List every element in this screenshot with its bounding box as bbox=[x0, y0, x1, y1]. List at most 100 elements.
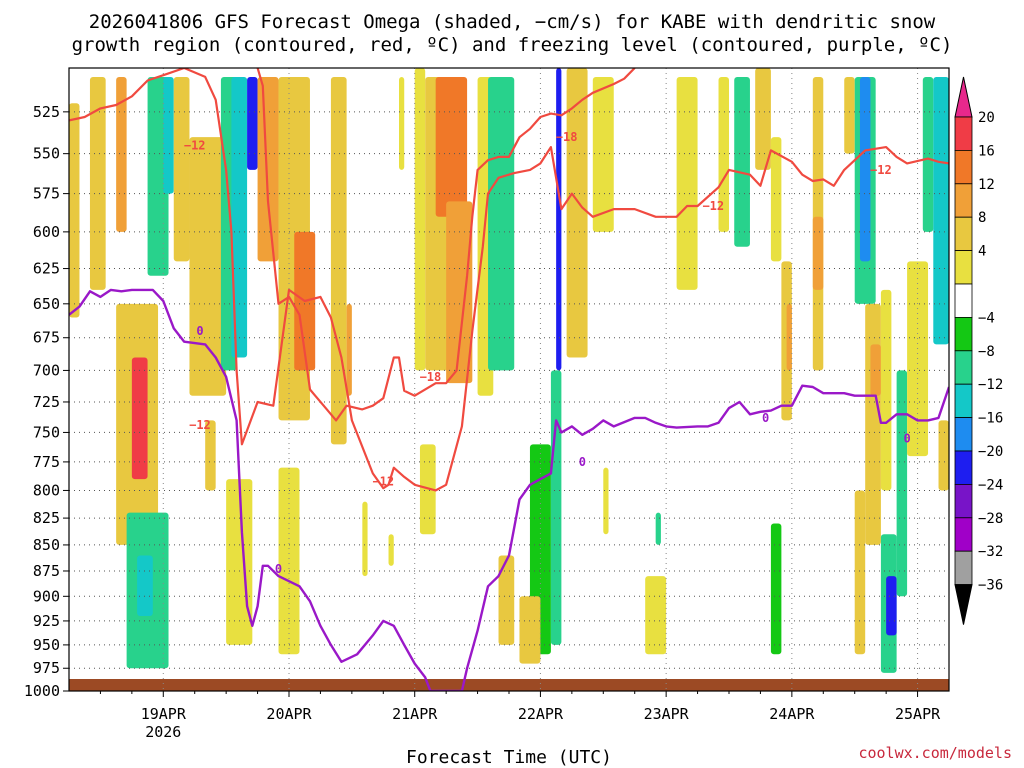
colorbar-label-5: −4 bbox=[978, 310, 995, 326]
contour-lines bbox=[69, 68, 949, 691]
omega-region-16 bbox=[257, 76, 279, 262]
colorbar-label-13: −36 bbox=[978, 578, 1003, 594]
omega-region-32 bbox=[493, 231, 509, 358]
contour-label-2: −12 bbox=[372, 474, 394, 488]
x-tick-label-19APR: 19APR bbox=[141, 705, 187, 723]
omega-region-64 bbox=[922, 76, 934, 232]
colorbar-label-1: 16 bbox=[978, 143, 995, 159]
omega-region-36 bbox=[556, 68, 562, 371]
omega-region-23 bbox=[388, 534, 394, 566]
omega-region-15 bbox=[226, 479, 253, 645]
contour-label-11: 0 bbox=[903, 431, 910, 445]
y-tick-label-925: 925 bbox=[33, 612, 60, 630]
colorbar-label-0: 20 bbox=[978, 110, 995, 126]
omega-region-8 bbox=[137, 555, 153, 617]
omega-region-6 bbox=[163, 76, 174, 194]
omega-region-21 bbox=[346, 303, 352, 396]
omega-region-56 bbox=[854, 490, 866, 655]
terrain-surface bbox=[69, 679, 949, 691]
colorbar-label-2: 12 bbox=[978, 177, 995, 193]
omega-region-35 bbox=[550, 370, 562, 645]
x-axis-label: Forecast Time (UTC) bbox=[406, 747, 612, 768]
freezing-level-contour bbox=[69, 288, 949, 691]
x-tick-label-20APR: 20APR bbox=[266, 705, 312, 723]
colorbar-label-12: −32 bbox=[978, 544, 1003, 560]
y-tick-label-625: 625 bbox=[33, 260, 60, 278]
x-tick-label-25APR: 25APR bbox=[895, 705, 941, 723]
omega-region-20 bbox=[330, 76, 347, 445]
colorbar-segment-5 bbox=[954, 283, 973, 318]
chart-title-line-1: 2026041806 GFS Forecast Omega (shaded, −… bbox=[89, 11, 936, 33]
y-tick-label-875: 875 bbox=[33, 562, 60, 580]
dgz-contour-1 bbox=[256, 68, 636, 422]
colorbar-label-8: −16 bbox=[978, 411, 1003, 427]
colorbar-segment-11 bbox=[954, 483, 973, 519]
omega-region-45 bbox=[734, 76, 750, 247]
colorbar-label-3: 8 bbox=[978, 210, 986, 226]
contour-label-9: 0 bbox=[579, 455, 586, 469]
y-tick-label-725: 725 bbox=[33, 393, 60, 411]
omega-region-10 bbox=[189, 137, 227, 396]
y-tick-label-650: 650 bbox=[33, 295, 60, 313]
terrain-band bbox=[69, 679, 949, 691]
y-tick-label-700: 700 bbox=[33, 361, 60, 379]
omega-region-4 bbox=[131, 357, 148, 480]
omega-region-5 bbox=[147, 76, 169, 276]
grid-lines bbox=[69, 68, 949, 692]
omega-region-49 bbox=[786, 303, 792, 371]
omega-region-50 bbox=[770, 523, 782, 655]
x-tick-label-22APR: 22APR bbox=[518, 705, 564, 723]
contour-label-4: −18 bbox=[556, 130, 578, 144]
omega-region-58 bbox=[870, 344, 881, 396]
omega-region-65 bbox=[933, 76, 949, 345]
omega-region-33 bbox=[498, 555, 515, 645]
omega-region-42 bbox=[645, 576, 667, 655]
y-tick-label-750: 750 bbox=[33, 423, 60, 441]
colorbar-label-7: −12 bbox=[978, 377, 1003, 393]
omega-region-55 bbox=[859, 76, 871, 262]
colorbar: 20 16 12 8 4 −4 −8 −12 −16 −20 −24 −28 −32 −36 bbox=[954, 76, 1003, 625]
omega-region-66 bbox=[938, 420, 949, 491]
colorbar-label-10: −24 bbox=[978, 477, 1003, 493]
x-tick-label-21APR: 21APR bbox=[392, 705, 438, 723]
x-tick-label-23APR: 23APR bbox=[644, 705, 690, 723]
omega-region-22 bbox=[362, 501, 368, 577]
contour-label-8: 0 bbox=[275, 562, 282, 576]
omega-region-14 bbox=[247, 76, 258, 170]
y-tick-label-800: 800 bbox=[33, 481, 60, 499]
credit-text: coolwx.com/models bbox=[858, 744, 1012, 762]
omega-region-24 bbox=[399, 76, 405, 170]
colorbar-label-11: −28 bbox=[978, 511, 1003, 527]
colorbar-segment-3 bbox=[954, 216, 973, 251]
colorbar-label-6: −8 bbox=[978, 344, 995, 360]
omega-region-39 bbox=[592, 76, 614, 232]
y-tick-label-850: 850 bbox=[33, 536, 60, 554]
omega-region-46 bbox=[755, 68, 771, 170]
omega-region-44 bbox=[718, 76, 729, 232]
omega-region-43 bbox=[676, 76, 698, 290]
colorbar-segment-12 bbox=[954, 517, 973, 552]
y-tick-label-1000: 1000 bbox=[24, 682, 60, 700]
y-tick-label-975: 975 bbox=[33, 659, 60, 677]
omega-region-61 bbox=[886, 576, 897, 636]
omega-region-37 bbox=[519, 596, 541, 664]
y-tick-label-575: 575 bbox=[33, 185, 60, 203]
contour-label-10: 0 bbox=[762, 411, 769, 425]
omega-region-40 bbox=[603, 467, 609, 535]
colorbar-segment-8 bbox=[954, 383, 973, 419]
y-tick-label-775: 775 bbox=[33, 453, 60, 471]
contour-label-6: −12 bbox=[870, 163, 892, 177]
contour-labels: −12 −12 −12 −18 −18 −12 −12 0 0 0 0 0 bbox=[184, 130, 911, 576]
y-tick-label-825: 825 bbox=[33, 509, 60, 527]
omega-region-13 bbox=[231, 76, 248, 358]
y-axis-ticks: 525 550 575 600 625 650 675 700 725 750 775 800 825 8… bbox=[24, 103, 69, 700]
colorbar-label-4: 4 bbox=[978, 244, 986, 260]
chart-title-line-2: growth region (contoured, red, ºC) and f… bbox=[72, 34, 953, 56]
omega-region-19 bbox=[278, 467, 300, 655]
colorbar-segment-4 bbox=[954, 250, 973, 285]
omega-region-28 bbox=[435, 76, 468, 217]
omega-region-53 bbox=[844, 76, 855, 154]
omega-region-9 bbox=[173, 76, 190, 262]
